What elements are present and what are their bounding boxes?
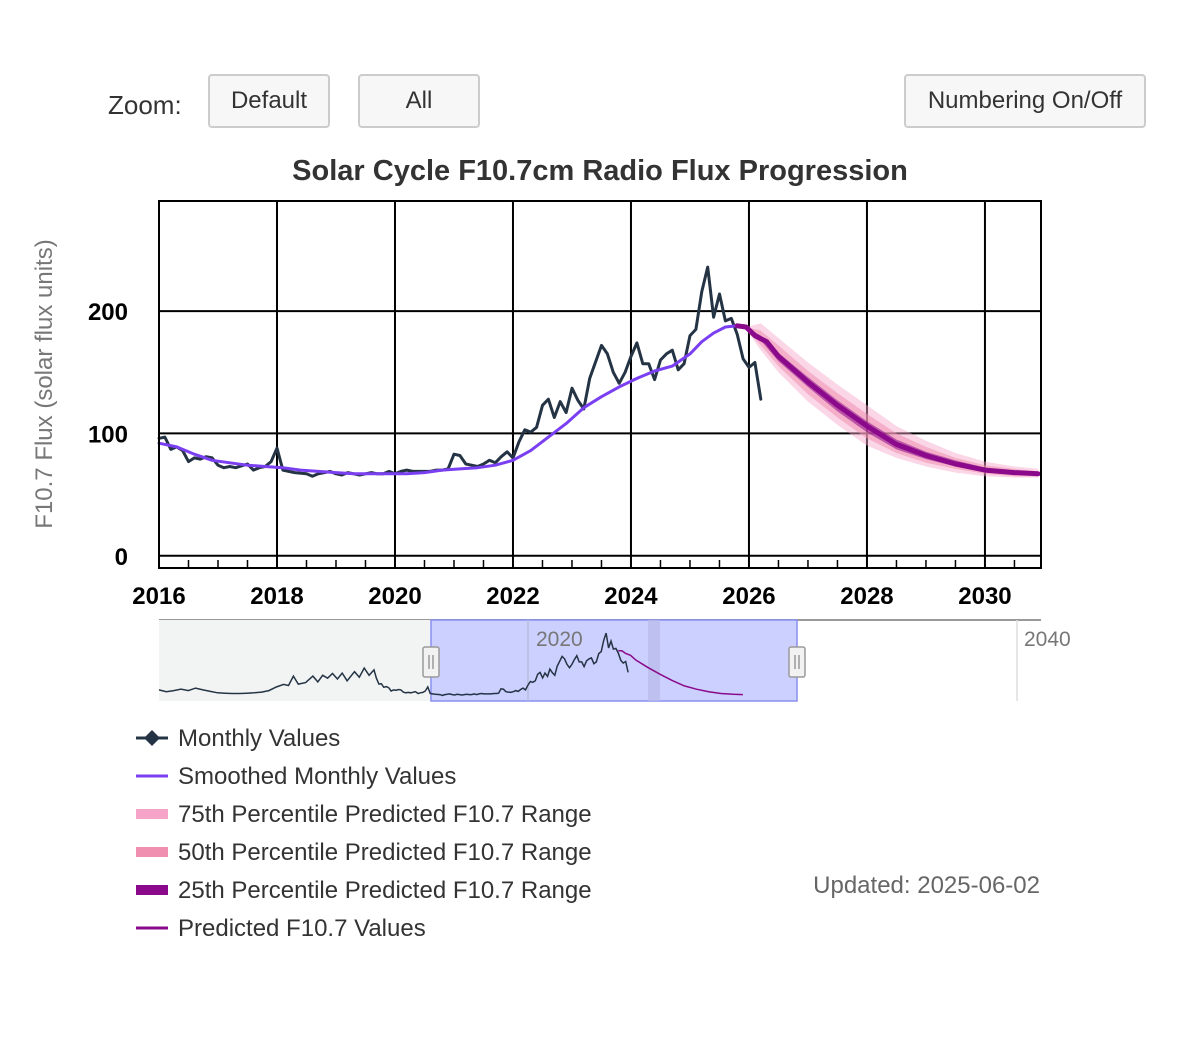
navigator-selection[interactable] [430, 619, 798, 702]
navigator-current-marker [648, 620, 660, 701]
legend-swatch [136, 885, 168, 895]
band-75th-percentile-predicted-f10-7-range [746, 323, 1039, 478]
navigator-monthly-line [158, 632, 629, 697]
legend-item[interactable]: 50th Percentile Predicted F10.7 Range [136, 839, 592, 866]
zoom-all-button[interactable]: All [358, 74, 480, 128]
updated-timestamp: Updated: 2025-06-02 [813, 872, 1040, 899]
prediction-bands [746, 323, 1039, 478]
y-tick-label: 200 [88, 299, 128, 326]
legend-item[interactable]: 25th Percentile Predicted F10.7 Range [136, 877, 592, 904]
y-tick-label: 100 [88, 421, 128, 448]
x-tick-label: 2018 [250, 583, 303, 610]
navigator-tick-2040: 2040 [1024, 628, 1071, 651]
x-tick-label: 2020 [368, 583, 421, 610]
legend-label: Predicted F10.7 Values [178, 915, 426, 942]
navigator-right-handle[interactable] [788, 646, 806, 678]
navigator-tick-2020: 2020 [536, 628, 583, 651]
legend-item[interactable]: 75th Percentile Predicted F10.7 Range [136, 801, 592, 828]
legend-item[interactable]: Monthly Values [136, 725, 340, 752]
chart-title: Solar Cycle F10.7cm Radio Flux Progressi… [292, 155, 908, 187]
x-tick-labels: 2016 2018 2020 2022 2024 2026 2028 2030 [132, 583, 1011, 610]
y-axis-label: F10.7 Flux (solar flux units) [31, 239, 58, 528]
x-tick-label: 2024 [604, 583, 658, 610]
zoom-default-button[interactable]: Default [208, 74, 330, 128]
line-predicted-f10-7-values [734, 323, 1041, 477]
legend-label: 25th Percentile Predicted F10.7 Range [178, 877, 592, 904]
plot-border [158, 200, 1042, 569]
x-tick-label: 2022 [486, 583, 539, 610]
zoom-label: Zoom: [108, 90, 182, 120]
navigator[interactable]: 2020 2040 [158, 619, 1071, 702]
line-smoothed-monthly-values [157, 324, 748, 476]
legend-swatch [136, 847, 168, 857]
legend-item[interactable]: Smoothed Monthly Values [136, 763, 456, 790]
y-tick-label: 0 [115, 544, 128, 571]
legend-item[interactable]: Predicted F10.7 Values [136, 915, 426, 942]
legend-swatch [136, 809, 168, 819]
numbering-toggle-button[interactable]: Numbering On/Off [904, 74, 1146, 128]
legend-label: Monthly Values [178, 725, 340, 752]
legend-label: Smoothed Monthly Values [178, 763, 456, 790]
navigator-predicted-line [618, 649, 743, 696]
legend-label: 75th Percentile Predicted F10.7 Range [178, 801, 592, 828]
x-tick-label: 2026 [722, 583, 775, 610]
navigator-left-handle[interactable] [422, 646, 440, 678]
legend-diamond-icon [144, 730, 160, 746]
plot-grid [158, 201, 1041, 568]
x-tick-label: 2028 [840, 583, 893, 610]
band-25th-percentile-predicted-f10-7-range [746, 327, 1039, 476]
series-lines [157, 265, 1041, 478]
legend: Monthly Values Smoothed Monthly Values 75t… [136, 725, 592, 942]
x-tick-label: 2016 [132, 583, 185, 610]
y-tick-labels: 0 100 200 [88, 299, 128, 571]
line-monthly-values [157, 265, 763, 478]
legend-label: 50th Percentile Predicted F10.7 Range [178, 839, 592, 866]
x-tick-label: 2030 [958, 583, 1011, 610]
